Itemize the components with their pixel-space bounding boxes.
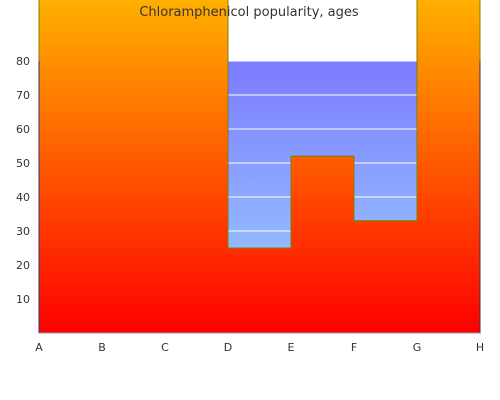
chart-title: Chloramphenicol popularity, ages [139, 5, 359, 20]
x-tick-label: H [476, 341, 484, 354]
x-tick-label: A [35, 341, 43, 354]
y-tick-label: 20 [16, 259, 30, 272]
x-tick-label: G [413, 341, 422, 354]
y-tick-label: 10 [16, 293, 30, 306]
y-tick-label: 30 [16, 225, 30, 238]
y-tick-label: 70 [16, 89, 30, 102]
x-axis-ticks: A B C D E F G H [35, 341, 484, 354]
y-tick-label: 80 [16, 55, 30, 68]
y-tick-label: 40 [16, 191, 30, 204]
y-tick-label: 60 [16, 123, 30, 136]
x-tick-label: C [161, 341, 169, 354]
x-tick-label: D [224, 341, 232, 354]
x-tick-label: E [288, 341, 295, 354]
axes [38, 61, 481, 334]
x-tick-label: F [351, 341, 357, 354]
y-axis-ticks: 10 20 30 40 50 60 70 80 [16, 55, 30, 306]
x-tick-label: B [98, 341, 106, 354]
series-area [38, 0, 481, 334]
y-tick-label: 50 [16, 157, 30, 170]
